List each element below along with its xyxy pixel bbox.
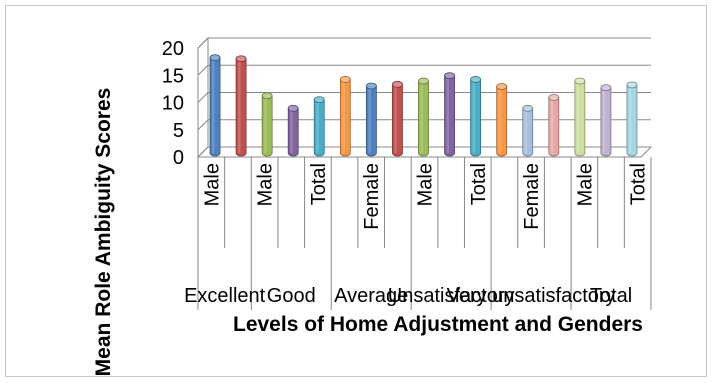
chart-frame — [5, 5, 707, 377]
y-tick-label: 5 — [173, 120, 184, 142]
group-label: Good — [267, 285, 316, 307]
y-axis-title: Mean Role Ambiguity Scores — [92, 88, 115, 377]
x-axis — [197, 157, 652, 310]
bar — [548, 94, 560, 157]
bars — [209, 54, 638, 157]
category-label: Total — [468, 163, 490, 205]
bar — [209, 54, 221, 157]
grid-line-side — [197, 146, 209, 158]
bar — [287, 104, 299, 157]
bar — [574, 77, 586, 157]
category-label: Male — [574, 163, 596, 206]
bar — [522, 104, 534, 157]
grid-line-side — [197, 64, 209, 76]
bar — [313, 96, 325, 157]
group-label: Average — [334, 285, 408, 307]
x-axis-title: Levels of Home Adjustment and Genders — [233, 313, 643, 336]
group-label: Unsatisfactory — [388, 285, 515, 307]
y-tick-label: 15 — [162, 65, 184, 87]
grid-line-side — [197, 37, 209, 49]
bar — [496, 83, 508, 157]
grid-line-side — [197, 92, 209, 103]
bar — [444, 72, 455, 157]
category-label: Total — [308, 163, 330, 205]
y-tick-label: 20 — [162, 38, 184, 60]
bar — [365, 82, 377, 157]
grid-line-side — [197, 119, 209, 131]
bar — [470, 76, 482, 157]
group-label: Very unsatisfactory — [447, 285, 616, 307]
category-label: Female — [361, 163, 383, 230]
bar — [235, 55, 247, 157]
y-tick-label: 10 — [162, 93, 184, 115]
bar — [261, 92, 273, 157]
group-label: Excellent — [184, 285, 266, 307]
bar — [626, 81, 638, 157]
bar — [339, 76, 351, 157]
bar — [418, 77, 429, 157]
group-label: Total — [590, 285, 632, 307]
category-label: Female — [521, 163, 543, 230]
y-axis-ticks: 0 5 10 15 20 — [162, 38, 184, 169]
category-labels: Male Male Total Female Male Total Female Male To… — [201, 163, 649, 230]
category-label: Male — [201, 163, 223, 206]
category-label: Total — [628, 163, 650, 205]
bar — [392, 80, 403, 157]
y-tick-label: 0 — [173, 147, 184, 169]
category-label: Male — [255, 163, 277, 206]
bar — [600, 84, 612, 157]
category-label: Male — [415, 163, 437, 206]
